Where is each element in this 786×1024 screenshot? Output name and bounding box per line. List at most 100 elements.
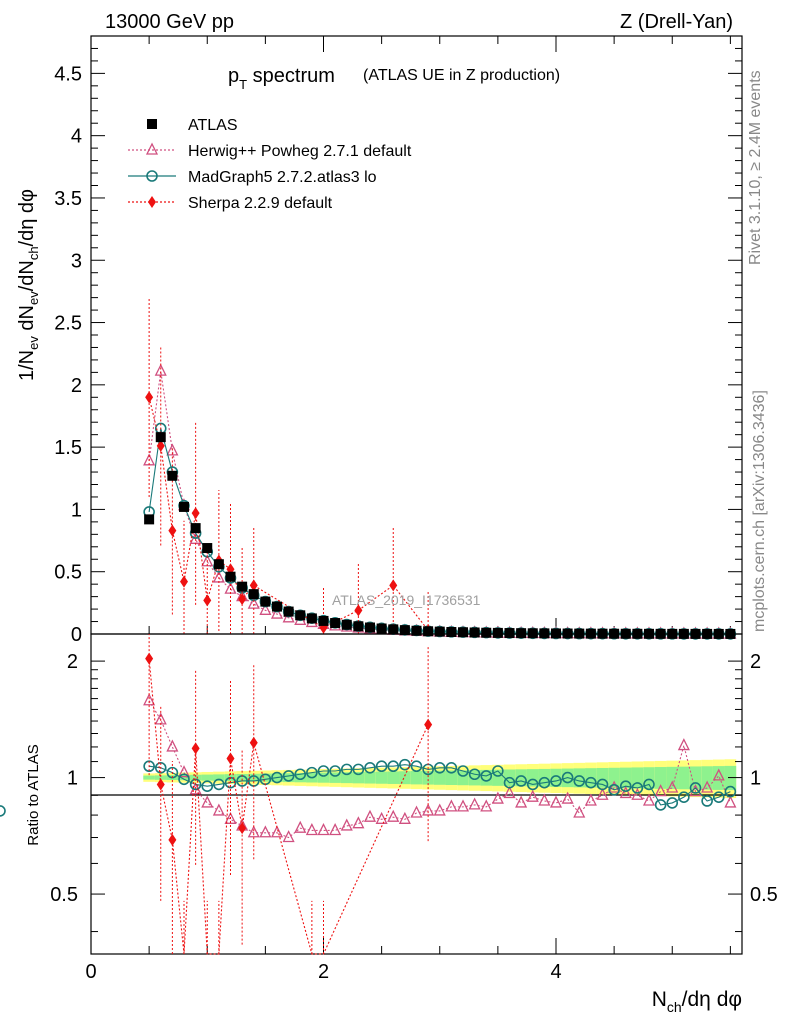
ratio-panel-frame [90,633,743,955]
square-point [272,601,282,612]
square-point [179,501,189,512]
triangle-ratio-point [608,780,621,793]
circle-ratio-point [364,761,376,774]
circle-ratio-point [526,778,539,791]
band-green [643,767,655,789]
band-green [178,774,190,781]
circle-ratio-point [468,768,481,781]
triangle-ratio-point [375,811,388,824]
square-point [295,610,306,621]
ratio-tick-label-left: 1 [67,768,78,790]
triangle-ratio-point [631,787,644,800]
top-panel: 0 0.5 1 1.5 2 2.5 3 3.5 4 4.5 [54,35,743,646]
band-green [573,768,586,788]
circle-ratio-point [701,795,713,807]
triangle-ratio-point [526,789,539,802]
triangle-ratio-point [282,830,295,843]
square-point [213,559,224,570]
band-green [329,772,341,783]
circle-ratio-point [457,765,469,777]
triangle-ratio-point [445,799,458,812]
ratio-tick-label-right: 1 [750,768,761,790]
x-tick-label: 0 [85,961,96,983]
triangle-ratio-point [573,805,586,818]
triangle-ratio-point [724,795,737,808]
circle-ratio-point [201,780,214,793]
square-point [144,514,155,525]
y-tick-label: 0.5 [54,562,82,584]
circle-ratio-point [375,760,388,773]
triangle-ratio-point [561,791,574,804]
ratio-tick-label-right: 2 [750,651,761,673]
triangle-ratio-point [398,811,411,824]
circle-ratio-point [724,785,737,798]
triangle-point [259,602,272,615]
diamond-point [354,604,363,617]
band-green [213,774,225,781]
x-axis-label: Nch/dη dφ [652,988,742,1015]
circle-ratio-point [666,797,679,809]
square-point [330,618,341,629]
square-point [446,627,457,638]
legend-label: Sherpa 2.2.9 default [188,195,333,212]
square-point [458,627,468,638]
square-point [527,628,538,639]
triangle-ratio-point [340,818,353,831]
diamond-ratio-point [168,833,177,846]
diamond-point [203,594,212,607]
legend-marker-diamond [148,196,156,208]
title-sub: T [239,77,247,92]
band-green [480,769,493,786]
legend-marker-circle [146,170,158,182]
band-green [259,773,272,782]
circle-ratio-point [619,780,632,793]
band-green [492,769,504,786]
band-green [701,766,713,790]
triangle-ratio-point [538,793,551,806]
square-point [399,625,410,636]
circle-ratio-point [712,791,725,803]
y-tick-label: 3 [71,250,82,272]
triangle-ratio-point [642,793,656,806]
square-point [306,613,317,624]
band-green [689,766,702,790]
title-main: p [228,65,239,87]
y-tick-label: 4 [71,126,82,148]
square-point [202,543,213,554]
triangle-ratio-point [456,799,470,812]
circle-ratio-point [445,761,458,774]
band-green [399,771,411,785]
square-point [434,626,445,637]
triangle-ratio-point [701,780,714,793]
circle-ratio-point [329,765,341,777]
band-green [515,769,527,787]
circle-ratio-point [585,776,597,789]
circle-ratio-point [678,791,690,803]
square-point [504,628,515,639]
mcplots-label: mcplots.cern.ch [arXiv:1306.3436] [751,390,768,632]
y-axis-label: 1/Nev dNev/dNch/dη dφ [16,189,41,381]
triangle-ratio-point [329,823,342,836]
plot-title-note: (ATLAS UE in Z production) [363,67,560,84]
square-point [492,627,503,638]
circle-ratio-point [573,775,586,787]
square-point [388,624,399,635]
triangle-point [270,606,284,619]
triangle-ratio-point [654,784,667,797]
triangle-ratio-point [259,825,272,838]
triangle-ratio-point [212,803,225,816]
triangle-ratio-point [352,816,365,829]
legend-label: MadGraph5 2.7.2.atlas3 lo [188,169,377,186]
process-label: Z (Drell-Yan) [620,11,733,33]
ratio-tick-label-right: 0.5 [750,884,778,906]
circle-ratio-point [387,760,400,773]
title-rest: spectrum [247,65,335,87]
y-tick-label: 1 [71,499,82,521]
circle-ratio-point [654,799,667,811]
legend: ATLAS Herwig++ Powheg 2.7.1 default MadGra… [128,117,412,212]
square-point [341,619,352,630]
triangle-ratio-point [166,739,179,752]
band-green [433,770,446,785]
triangle-point [166,443,179,456]
